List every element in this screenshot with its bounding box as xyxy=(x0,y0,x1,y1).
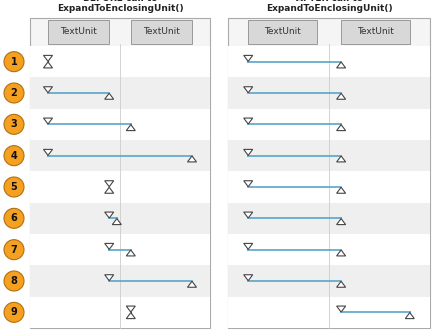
Polygon shape xyxy=(105,187,114,193)
Circle shape xyxy=(4,52,24,72)
Bar xyxy=(131,20,192,44)
Polygon shape xyxy=(244,87,253,93)
Text: 5: 5 xyxy=(10,182,17,192)
Text: 8: 8 xyxy=(10,276,17,286)
Bar xyxy=(228,171,430,203)
Polygon shape xyxy=(105,181,114,187)
Polygon shape xyxy=(112,219,121,224)
Text: 6: 6 xyxy=(10,213,17,223)
Polygon shape xyxy=(337,281,346,287)
Circle shape xyxy=(4,83,24,103)
Polygon shape xyxy=(44,118,52,124)
Polygon shape xyxy=(44,150,52,155)
Circle shape xyxy=(4,302,24,322)
Bar xyxy=(228,234,430,265)
Polygon shape xyxy=(337,187,346,193)
Text: TextUnit: TextUnit xyxy=(357,28,394,37)
Polygon shape xyxy=(105,93,114,99)
Bar xyxy=(228,77,430,109)
Polygon shape xyxy=(337,250,346,256)
Bar xyxy=(228,140,430,171)
Bar xyxy=(30,77,210,109)
Polygon shape xyxy=(44,55,52,61)
Bar xyxy=(248,20,317,44)
Polygon shape xyxy=(126,125,135,131)
Polygon shape xyxy=(126,306,135,312)
Circle shape xyxy=(4,208,24,228)
Bar xyxy=(341,20,410,44)
Polygon shape xyxy=(337,156,346,162)
Polygon shape xyxy=(244,150,253,155)
Text: TextUnit: TextUnit xyxy=(60,28,97,37)
Polygon shape xyxy=(244,55,253,61)
Bar xyxy=(228,203,430,234)
Text: 7: 7 xyxy=(10,245,17,255)
Bar xyxy=(30,265,210,297)
Polygon shape xyxy=(187,281,197,287)
Bar xyxy=(228,46,430,77)
Bar xyxy=(228,109,430,140)
Polygon shape xyxy=(105,275,114,281)
Polygon shape xyxy=(405,312,414,319)
Polygon shape xyxy=(337,62,346,68)
Text: 2: 2 xyxy=(10,88,17,98)
Bar xyxy=(30,18,210,328)
Bar xyxy=(30,109,210,140)
Circle shape xyxy=(4,146,24,166)
Bar xyxy=(228,297,430,328)
Text: 3: 3 xyxy=(10,119,17,129)
Polygon shape xyxy=(244,212,253,218)
Polygon shape xyxy=(244,181,253,187)
Polygon shape xyxy=(244,243,253,249)
Polygon shape xyxy=(105,243,114,249)
Polygon shape xyxy=(244,118,253,124)
Polygon shape xyxy=(337,306,346,312)
Polygon shape xyxy=(337,219,346,224)
Polygon shape xyxy=(44,62,52,68)
Bar xyxy=(30,140,210,171)
Bar xyxy=(228,18,430,328)
Polygon shape xyxy=(337,93,346,99)
Text: TextUnit: TextUnit xyxy=(143,28,180,37)
Text: ExpandToEnclosingUnit(): ExpandToEnclosingUnit() xyxy=(266,4,392,13)
Polygon shape xyxy=(105,212,114,218)
Text: TextUnit: TextUnit xyxy=(264,28,301,37)
Text: ExpandToEnclosingUnit(): ExpandToEnclosingUnit() xyxy=(57,4,183,13)
Polygon shape xyxy=(187,156,197,162)
Text: 1: 1 xyxy=(10,57,17,67)
Text: 9: 9 xyxy=(10,307,17,317)
Circle shape xyxy=(4,271,24,291)
Polygon shape xyxy=(126,312,135,319)
Polygon shape xyxy=(244,275,253,281)
Bar xyxy=(30,297,210,328)
Bar xyxy=(30,46,210,77)
Bar xyxy=(30,234,210,265)
Bar xyxy=(228,265,430,297)
Bar xyxy=(30,171,210,203)
Polygon shape xyxy=(337,125,346,131)
Polygon shape xyxy=(126,250,135,256)
Polygon shape xyxy=(44,87,52,93)
Circle shape xyxy=(4,114,24,134)
Bar xyxy=(30,203,210,234)
Text: BEFORE call to: BEFORE call to xyxy=(83,0,157,3)
Text: 4: 4 xyxy=(10,151,17,161)
Text: AFTER call to: AFTER call to xyxy=(296,0,362,3)
Circle shape xyxy=(4,240,24,260)
Circle shape xyxy=(4,177,24,197)
Bar xyxy=(48,20,109,44)
